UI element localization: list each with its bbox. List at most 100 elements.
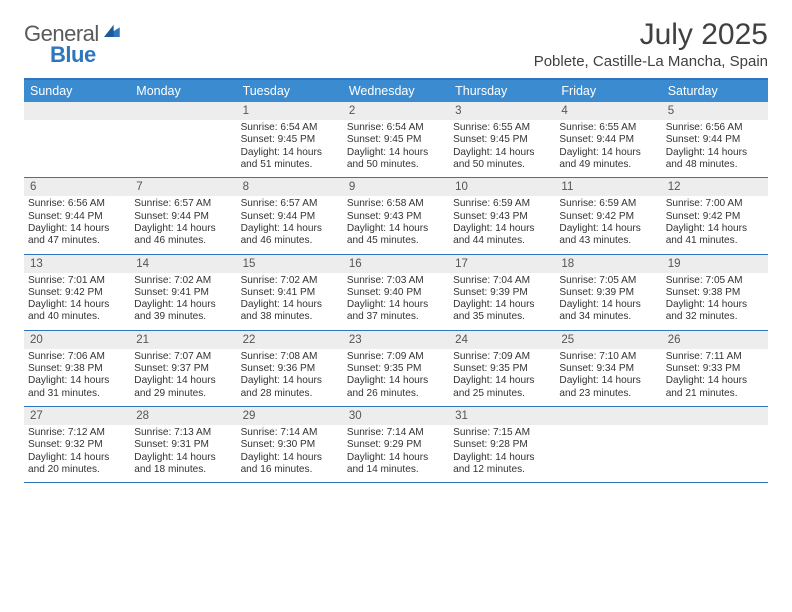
day-number: 3 bbox=[449, 102, 555, 120]
sunrise-text: Sunrise: 6:56 AM bbox=[28, 198, 126, 210]
day-body: Sunrise: 7:00 AMSunset: 9:42 PMDaylight:… bbox=[662, 196, 768, 253]
day-body: Sunrise: 6:56 AMSunset: 9:44 PMDaylight:… bbox=[662, 120, 768, 177]
daylight-text: Daylight: 14 hours and 48 minutes. bbox=[666, 147, 764, 172]
day-number: 27 bbox=[24, 407, 130, 425]
sunrise-text: Sunrise: 7:11 AM bbox=[666, 351, 764, 363]
sunset-text: Sunset: 9:35 PM bbox=[453, 363, 551, 375]
sunrise-text: Sunrise: 7:02 AM bbox=[134, 275, 232, 287]
day-number: 2 bbox=[343, 102, 449, 120]
logo-text-blue: Blue bbox=[50, 42, 96, 67]
daylight-text: Daylight: 14 hours and 39 minutes. bbox=[134, 299, 232, 324]
sunrise-text: Sunrise: 7:15 AM bbox=[453, 427, 551, 439]
sunset-text: Sunset: 9:42 PM bbox=[666, 211, 764, 223]
day-number: 9 bbox=[343, 178, 449, 196]
day-number: 28 bbox=[130, 407, 236, 425]
day-body: Sunrise: 7:13 AMSunset: 9:31 PMDaylight:… bbox=[130, 425, 236, 482]
day-cell: 3Sunrise: 6:55 AMSunset: 9:45 PMDaylight… bbox=[449, 102, 555, 177]
sunrise-text: Sunrise: 7:02 AM bbox=[241, 275, 339, 287]
day-body: Sunrise: 7:06 AMSunset: 9:38 PMDaylight:… bbox=[24, 349, 130, 406]
day-body: Sunrise: 7:02 AMSunset: 9:41 PMDaylight:… bbox=[237, 273, 343, 330]
day-number: 10 bbox=[449, 178, 555, 196]
month-title: July 2025 bbox=[534, 18, 768, 51]
brand-logo: GeneralBlue bbox=[24, 24, 117, 66]
dayname-monday: Monday bbox=[130, 80, 236, 102]
day-cell: 11Sunrise: 6:59 AMSunset: 9:42 PMDayligh… bbox=[555, 178, 661, 253]
page-header: GeneralBlue July 2025 Poblete, Castille-… bbox=[24, 18, 768, 70]
sunset-text: Sunset: 9:39 PM bbox=[453, 287, 551, 299]
sunset-text: Sunset: 9:38 PM bbox=[28, 363, 126, 375]
sunrise-text: Sunrise: 6:55 AM bbox=[453, 122, 551, 134]
sunrise-text: Sunrise: 7:03 AM bbox=[347, 275, 445, 287]
daylight-text: Daylight: 14 hours and 46 minutes. bbox=[241, 223, 339, 248]
dayname-wednesday: Wednesday bbox=[343, 80, 449, 102]
daylight-text: Daylight: 14 hours and 18 minutes. bbox=[134, 452, 232, 477]
sunset-text: Sunset: 9:29 PM bbox=[347, 439, 445, 451]
sunset-text: Sunset: 9:41 PM bbox=[241, 287, 339, 299]
sunrise-text: Sunrise: 6:57 AM bbox=[134, 198, 232, 210]
day-number: . bbox=[24, 102, 130, 120]
daylight-text: Daylight: 14 hours and 29 minutes. bbox=[134, 375, 232, 400]
day-cell: 24Sunrise: 7:09 AMSunset: 9:35 PMDayligh… bbox=[449, 331, 555, 406]
sunset-text: Sunset: 9:35 PM bbox=[347, 363, 445, 375]
day-body: Sunrise: 7:12 AMSunset: 9:32 PMDaylight:… bbox=[24, 425, 130, 482]
day-number: 16 bbox=[343, 255, 449, 273]
day-cell: . bbox=[24, 102, 130, 177]
day-cell: 4Sunrise: 6:55 AMSunset: 9:44 PMDaylight… bbox=[555, 102, 661, 177]
daylight-text: Daylight: 14 hours and 12 minutes. bbox=[453, 452, 551, 477]
sunset-text: Sunset: 9:31 PM bbox=[134, 439, 232, 451]
day-number: 29 bbox=[237, 407, 343, 425]
title-block: July 2025 Poblete, Castille-La Mancha, S… bbox=[534, 18, 768, 70]
day-number: . bbox=[555, 407, 661, 425]
daylight-text: Daylight: 14 hours and 44 minutes. bbox=[453, 223, 551, 248]
sunset-text: Sunset: 9:36 PM bbox=[241, 363, 339, 375]
daylight-text: Daylight: 14 hours and 32 minutes. bbox=[666, 299, 764, 324]
day-number: 18 bbox=[555, 255, 661, 273]
sunrise-text: Sunrise: 7:10 AM bbox=[559, 351, 657, 363]
sunrise-text: Sunrise: 6:56 AM bbox=[666, 122, 764, 134]
daylight-text: Daylight: 14 hours and 38 minutes. bbox=[241, 299, 339, 324]
dayname-saturday: Saturday bbox=[662, 80, 768, 102]
sunrise-text: Sunrise: 6:54 AM bbox=[241, 122, 339, 134]
sunrise-text: Sunrise: 7:07 AM bbox=[134, 351, 232, 363]
sunset-text: Sunset: 9:37 PM bbox=[134, 363, 232, 375]
day-number: 31 bbox=[449, 407, 555, 425]
sunrise-text: Sunrise: 6:55 AM bbox=[559, 122, 657, 134]
day-cell: 28Sunrise: 7:13 AMSunset: 9:31 PMDayligh… bbox=[130, 407, 236, 482]
sunset-text: Sunset: 9:43 PM bbox=[347, 211, 445, 223]
day-number: 23 bbox=[343, 331, 449, 349]
day-number: 30 bbox=[343, 407, 449, 425]
day-body: Sunrise: 6:56 AMSunset: 9:44 PMDaylight:… bbox=[24, 196, 130, 253]
sunset-text: Sunset: 9:42 PM bbox=[28, 287, 126, 299]
dayname-tuesday: Tuesday bbox=[237, 80, 343, 102]
calendar-grid: Sunday Monday Tuesday Wednesday Thursday… bbox=[24, 78, 768, 483]
daylight-text: Daylight: 14 hours and 41 minutes. bbox=[666, 223, 764, 248]
day-cell: . bbox=[662, 407, 768, 482]
day-body: Sunrise: 6:57 AMSunset: 9:44 PMDaylight:… bbox=[237, 196, 343, 253]
day-number: 13 bbox=[24, 255, 130, 273]
day-number: 17 bbox=[449, 255, 555, 273]
day-body: Sunrise: 7:11 AMSunset: 9:33 PMDaylight:… bbox=[662, 349, 768, 406]
day-cell: 27Sunrise: 7:12 AMSunset: 9:32 PMDayligh… bbox=[24, 407, 130, 482]
day-number: . bbox=[662, 407, 768, 425]
sunset-text: Sunset: 9:33 PM bbox=[666, 363, 764, 375]
sunset-text: Sunset: 9:45 PM bbox=[241, 134, 339, 146]
day-body: Sunrise: 7:09 AMSunset: 9:35 PMDaylight:… bbox=[449, 349, 555, 406]
day-body bbox=[662, 425, 768, 482]
day-body: Sunrise: 7:07 AMSunset: 9:37 PMDaylight:… bbox=[130, 349, 236, 406]
daylight-text: Daylight: 14 hours and 51 minutes. bbox=[241, 147, 339, 172]
day-number: 19 bbox=[662, 255, 768, 273]
day-body: Sunrise: 7:04 AMSunset: 9:39 PMDaylight:… bbox=[449, 273, 555, 330]
logo-triangle-icon bbox=[102, 23, 120, 40]
day-body bbox=[24, 120, 130, 177]
sunrise-text: Sunrise: 6:54 AM bbox=[347, 122, 445, 134]
sunset-text: Sunset: 9:44 PM bbox=[241, 211, 339, 223]
day-body: Sunrise: 7:14 AMSunset: 9:30 PMDaylight:… bbox=[237, 425, 343, 482]
sunset-text: Sunset: 9:39 PM bbox=[559, 287, 657, 299]
daylight-text: Daylight: 14 hours and 35 minutes. bbox=[453, 299, 551, 324]
day-cell: 12Sunrise: 7:00 AMSunset: 9:42 PMDayligh… bbox=[662, 178, 768, 253]
day-number: 21 bbox=[130, 331, 236, 349]
daylight-text: Daylight: 14 hours and 16 minutes. bbox=[241, 452, 339, 477]
daylight-text: Daylight: 14 hours and 26 minutes. bbox=[347, 375, 445, 400]
day-body: Sunrise: 7:10 AMSunset: 9:34 PMDaylight:… bbox=[555, 349, 661, 406]
daylight-text: Daylight: 14 hours and 23 minutes. bbox=[559, 375, 657, 400]
